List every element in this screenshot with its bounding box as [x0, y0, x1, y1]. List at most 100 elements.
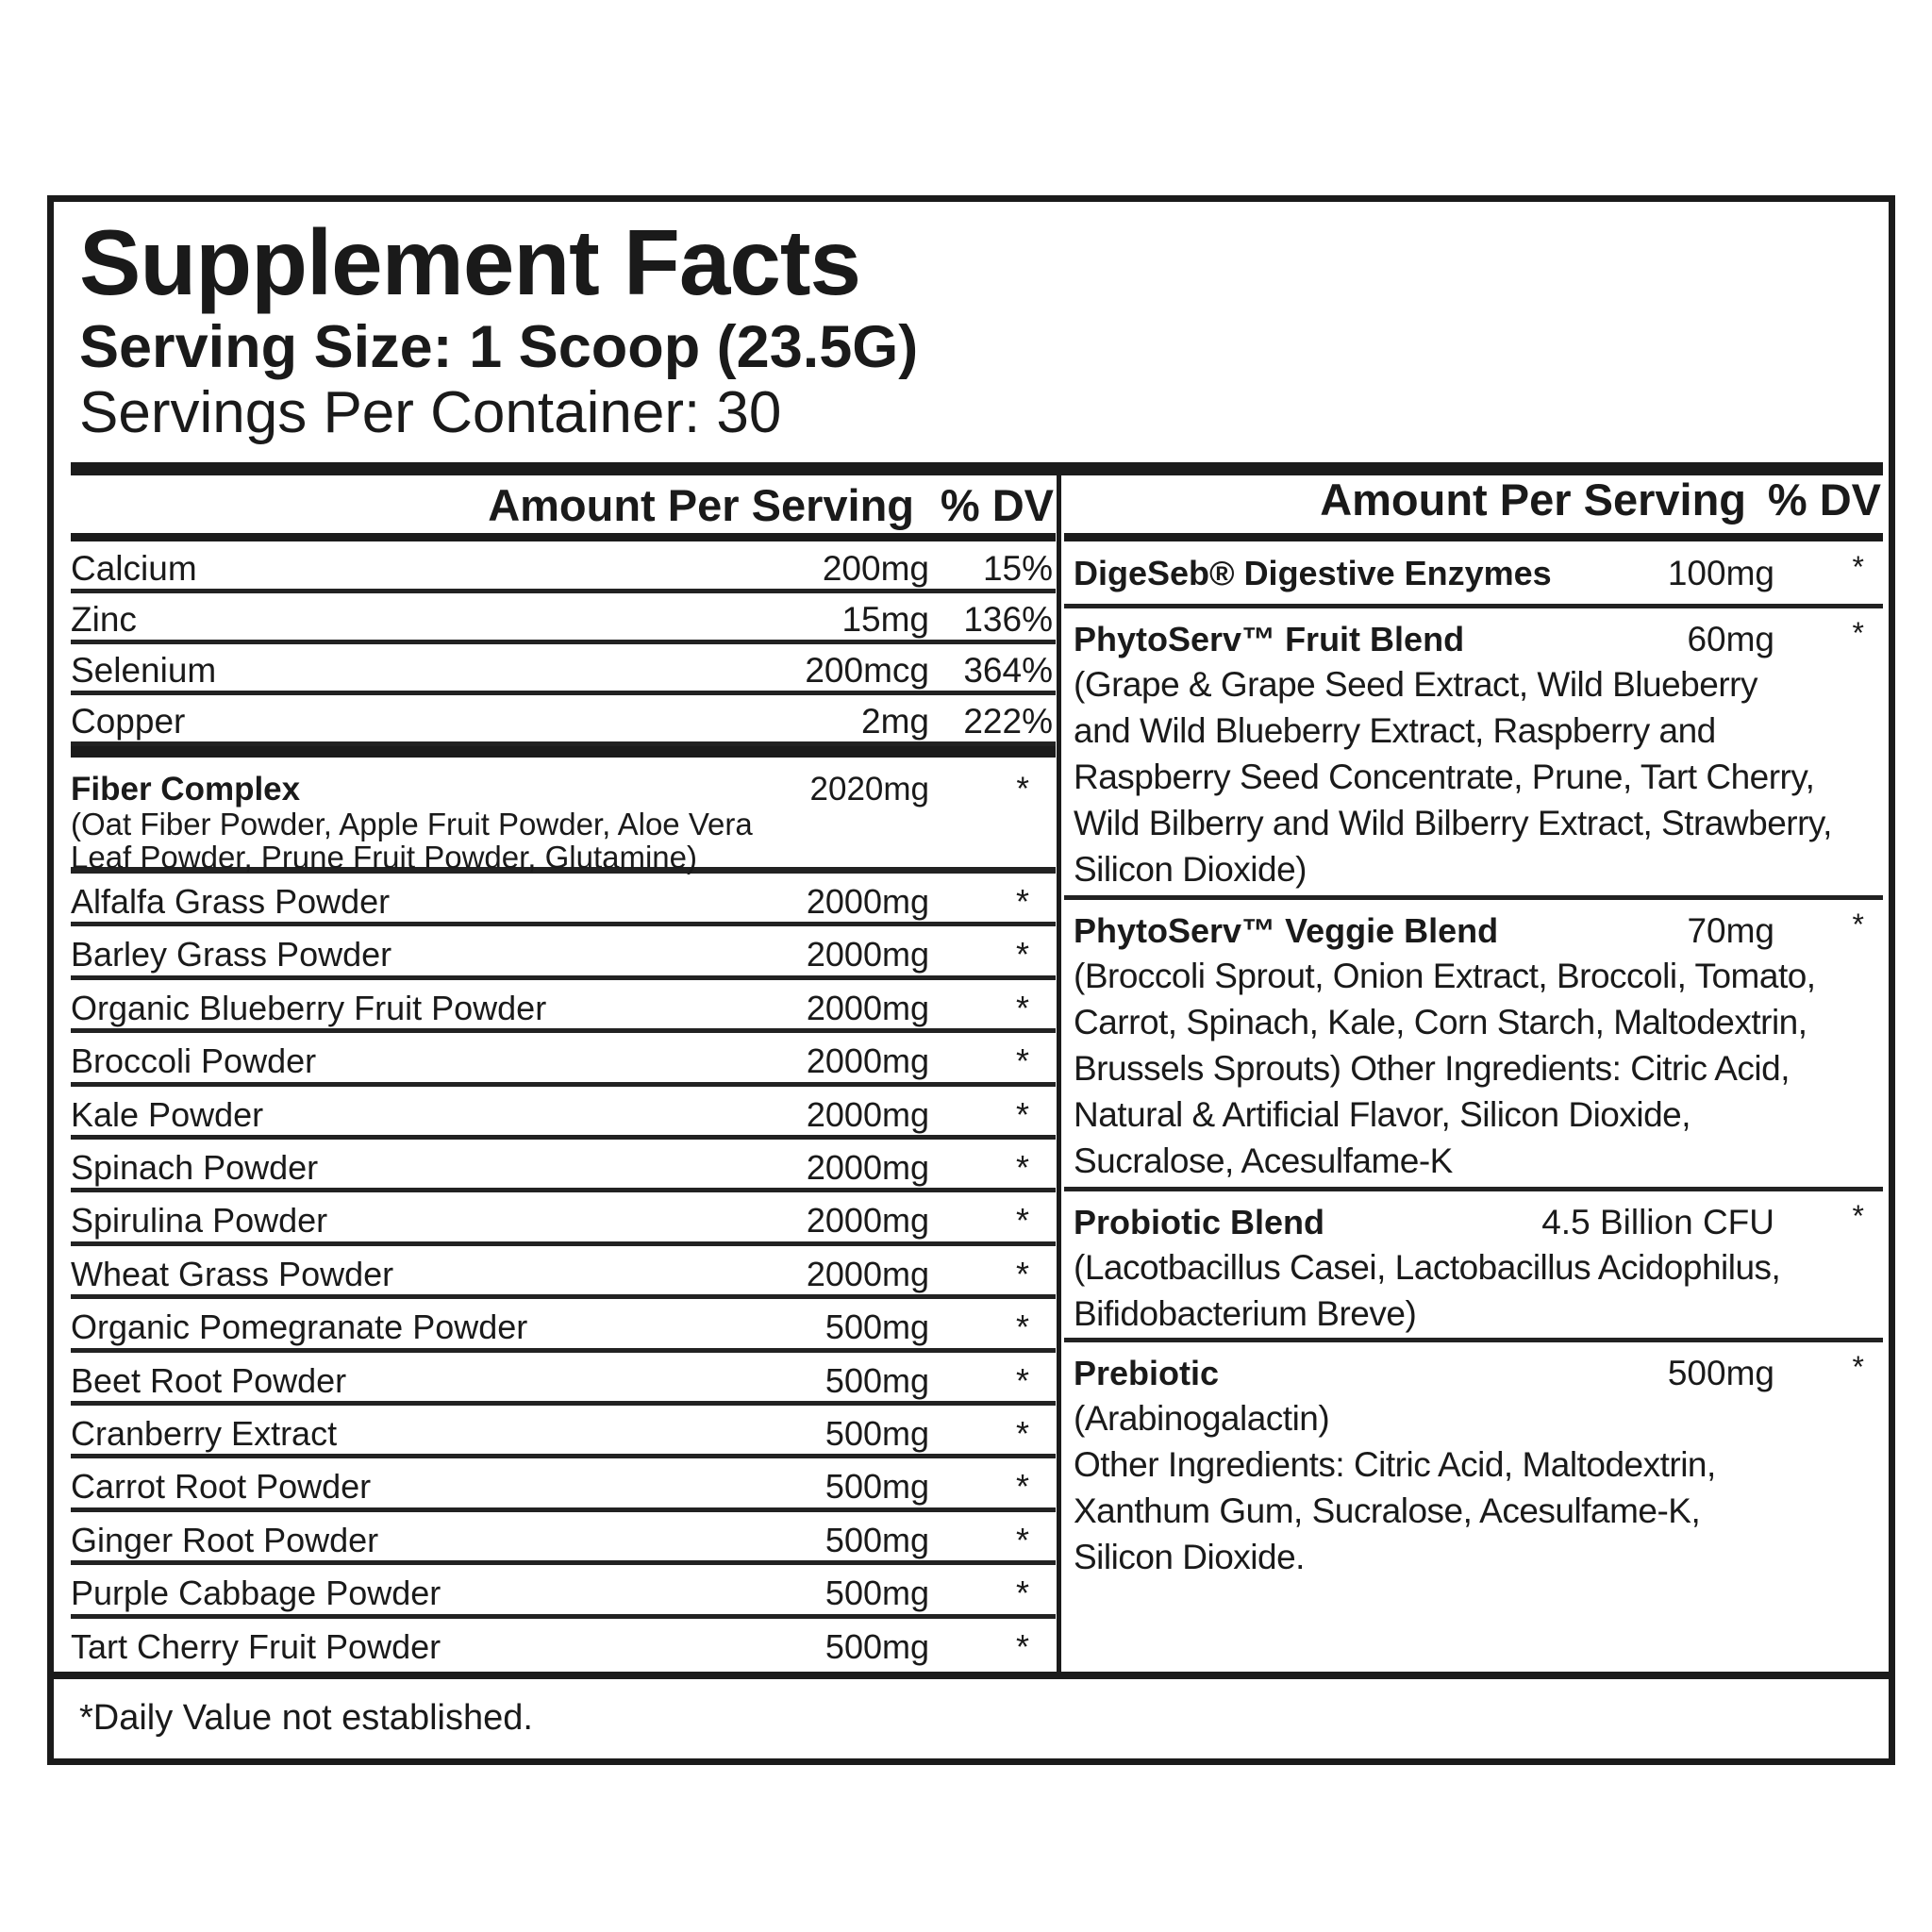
- ingredient-row: Spinach Powder 2000mg *: [71, 1140, 1056, 1193]
- ingredient-amount: 500mg: [824, 1414, 929, 1453]
- ingredient-amount: 2000mg: [806, 1201, 929, 1241]
- ingredient-name: Spirulina Powder: [71, 1201, 328, 1241]
- ingredient-amount: 2000mg: [806, 882, 929, 921]
- blend-dv: *: [1852, 1350, 1864, 1384]
- blend-name: Prebiotic: [1074, 1354, 1220, 1392]
- mineral-row: Copper 2mg 222%: [71, 695, 1056, 746]
- blend-name: Fiber Complex: [71, 771, 301, 808]
- servings-per-container: Servings Per Container: 30: [79, 380, 782, 445]
- ingredient-amount: 2000mg: [806, 1254, 929, 1293]
- blend-amount: 70mg: [1687, 911, 1774, 950]
- ingredient-amount: 15mg: [841, 600, 929, 639]
- blend-description: (Lacotbacillus Casei, Lactobacillus Acid…: [1074, 1248, 1781, 1287]
- ingredient-dv: *: [1015, 1041, 1029, 1081]
- ingredient-amount: 200mcg: [805, 651, 929, 690]
- fiber-complex-row: Fiber Complex 2020mg * (Oat Fiber Powder, A…: [71, 758, 1056, 874]
- ingredient-amount: 500mg: [824, 1520, 929, 1559]
- blend-dv: *: [1852, 908, 1864, 941]
- blend-description: Silicon Dioxide.: [1074, 1538, 1305, 1576]
- ingredient-row: Organic Pomegranate Powder 500mg *: [71, 1299, 1056, 1353]
- section-rule: [71, 746, 1056, 758]
- ingredient-name: Barley Grass Powder: [71, 935, 392, 974]
- ingredient-dv: *: [1015, 1148, 1029, 1187]
- ingredient-row: Ginger Root Powder 500mg *: [71, 1512, 1056, 1566]
- ingredient-dv: *: [1015, 1201, 1029, 1241]
- blend-name: Probiotic Blend: [1074, 1203, 1325, 1241]
- ingredient-dv: *: [1015, 935, 1029, 974]
- ingredient-name: Alfalfa Grass Powder: [71, 882, 391, 921]
- blend-section: DigeSeb® Digestive Enzymes 100mg *: [1064, 542, 1883, 608]
- column-divider: [1057, 475, 1061, 1674]
- blend-amount: 60mg: [1687, 620, 1774, 658]
- blend-name: PhytoServ™ Veggie Blend: [1074, 911, 1499, 950]
- blend-dv: *: [1852, 550, 1864, 584]
- ingredient-amount: 2000mg: [806, 1041, 929, 1081]
- blend-description: Wild Bilberry and Wild Bilberry Extract,…: [1074, 804, 1832, 842]
- ingredient-amount: 2000mg: [806, 935, 929, 974]
- ingredient-name: Cranberry Extract: [71, 1414, 338, 1453]
- ingredient-dv: 222%: [963, 702, 1053, 741]
- ingredient-name: Calcium: [71, 549, 197, 588]
- mineral-row: Zinc 15mg 136%: [71, 593, 1056, 644]
- header-rule: [1064, 533, 1883, 541]
- ingredient-row: Barley Grass Powder 2000mg *: [71, 926, 1056, 980]
- ingredient-row: Purple Cabbage Powder 500mg *: [71, 1565, 1056, 1619]
- blend-section: PhytoServ™ Fruit Blend 60mg * (Grape & Grap…: [1064, 608, 1883, 900]
- blend-description: Other Ingredients: Citric Acid, Maltodex…: [1074, 1445, 1716, 1484]
- ingredient-name: Organic Pomegranate Powder: [71, 1307, 528, 1347]
- ingredient-dv: *: [1015, 1520, 1029, 1559]
- ingredient-dv: 136%: [963, 600, 1053, 639]
- blend-description: Silicon Dioxide): [1074, 850, 1307, 889]
- ingredient-dv: *: [1015, 1574, 1029, 1613]
- ingredient-amount: 2000mg: [806, 1094, 929, 1134]
- header-rule: [71, 533, 1056, 541]
- blend-description: Bifidobacterium Breve): [1074, 1294, 1417, 1333]
- column-header: Amount Per Serving: [1320, 475, 1746, 525]
- ingredient-name: Spinach Powder: [71, 1148, 319, 1187]
- ingredient-dv: 364%: [963, 651, 1053, 690]
- ingredient-name: Copper: [71, 702, 186, 741]
- ingredient-dv: *: [1015, 1414, 1029, 1453]
- label-title: Supplement Facts: [79, 210, 861, 314]
- label-border: [47, 195, 1895, 1765]
- mineral-row: Selenium 200mcg 364%: [71, 644, 1056, 695]
- ingredient-name: Selenium: [71, 651, 217, 690]
- ingredient-dv: 15%: [982, 549, 1053, 588]
- ingredient-name: Beet Root Powder: [71, 1360, 347, 1400]
- blend-dv: *: [1852, 616, 1864, 650]
- ingredient-name: Zinc: [71, 600, 137, 639]
- blend-description: (Grape & Grape Seed Extract, Wild Bluebe…: [1074, 665, 1757, 704]
- ingredient-amount: 500mg: [824, 1360, 929, 1400]
- blend-description: Brussels Sprouts) Other Ingredients: Cit…: [1074, 1049, 1790, 1088]
- blend-description: Leaf Powder, Prune Fruit Powder, Glutami…: [71, 840, 697, 874]
- blend-description: Sucralose, Acesulfame-K: [1074, 1141, 1453, 1180]
- mineral-row: Calcium 200mg 15%: [71, 542, 1056, 593]
- ingredient-dv: *: [1015, 882, 1029, 921]
- ingredient-row: Tart Cherry Fruit Powder 500mg *: [71, 1619, 1056, 1672]
- ingredient-dv: *: [1015, 1467, 1029, 1507]
- blend-amount: 100mg: [1667, 554, 1774, 592]
- ingredient-row: Cranberry Extract 500mg *: [71, 1406, 1056, 1459]
- blend-description: and Wild Blueberry Extract, Raspberry an…: [1074, 711, 1716, 750]
- blend-name: PhytoServ™ Fruit Blend: [1074, 620, 1465, 658]
- column-header: Amount Per Serving: [488, 480, 914, 530]
- footer-bar: [54, 1672, 1889, 1679]
- ingredient-name: Wheat Grass Powder: [71, 1254, 394, 1293]
- ingredient-dv: *: [1015, 1360, 1029, 1400]
- blend-description: Raspberry Seed Concentrate, Prune, Tart …: [1074, 758, 1815, 796]
- ingredient-row: Beet Root Powder 500mg *: [71, 1353, 1056, 1406]
- blend-dv: *: [1016, 771, 1029, 808]
- ingredient-name: Carrot Root Powder: [71, 1467, 372, 1507]
- ingredient-amount: 200mg: [822, 549, 929, 588]
- ingredient-row: Carrot Root Powder 500mg *: [71, 1458, 1056, 1512]
- ingredient-row: Kale Powder 2000mg *: [71, 1087, 1056, 1140]
- blend-section: Probiotic Blend 4.5 Billion CFU * (Lacotbac…: [1064, 1191, 1883, 1342]
- ingredient-name: Broccoli Powder: [71, 1041, 317, 1081]
- ingredient-dv: *: [1015, 1307, 1029, 1347]
- ingredient-row: Spirulina Powder 2000mg *: [71, 1192, 1056, 1246]
- ingredient-name: Tart Cherry Fruit Powder: [71, 1626, 441, 1666]
- ingredient-amount: 2mg: [861, 702, 929, 741]
- ingredient-row: Alfalfa Grass Powder 2000mg *: [71, 874, 1056, 927]
- blend-description: (Oat Fiber Powder, Apple Fruit Powder, A…: [71, 807, 753, 841]
